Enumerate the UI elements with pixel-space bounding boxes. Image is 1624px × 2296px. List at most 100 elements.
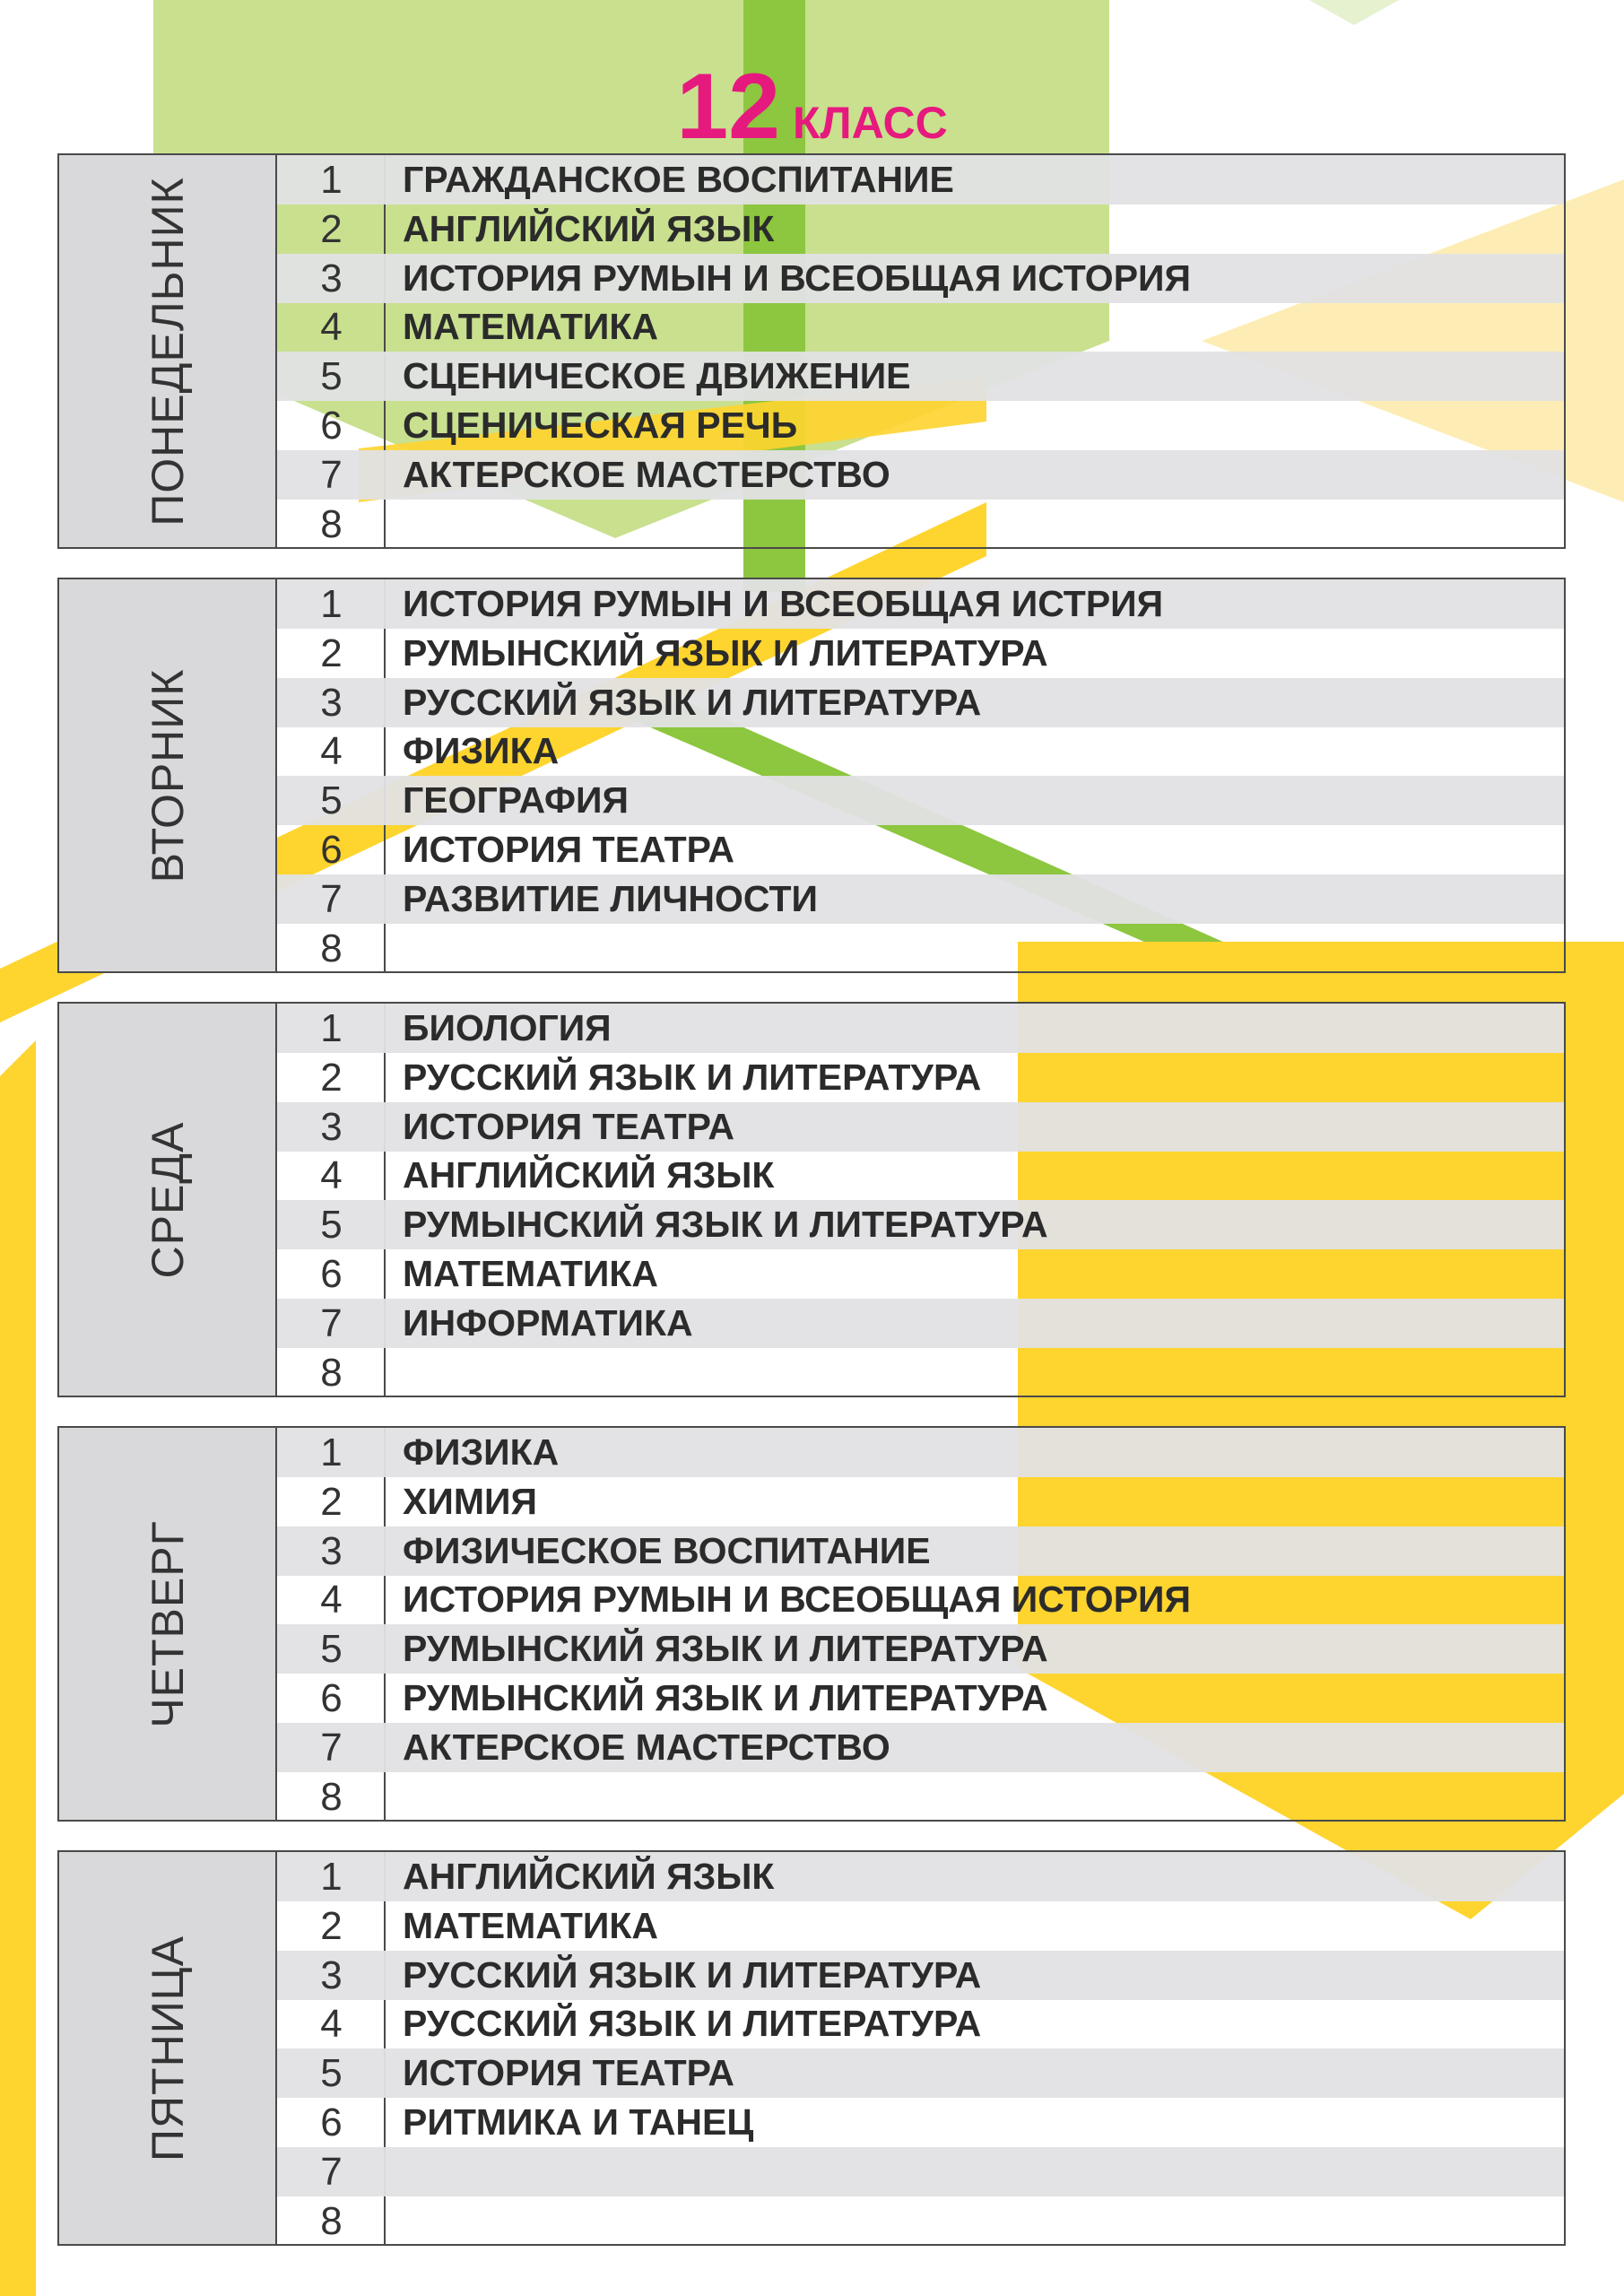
- lesson-number: 7: [320, 1725, 343, 1770]
- lesson-subject: ИСТОРИЯ РУМЫН И ВСЕОБЩАЯ ИСТОРИЯ: [403, 1578, 1191, 1621]
- lesson-subject: РУССКИЙ ЯЗЫК И ЛИТЕРАТУРА: [403, 2003, 982, 2045]
- lesson-number: 2: [320, 1903, 343, 1948]
- day-cell: ПЯТНИЦА: [59, 1852, 277, 2244]
- lesson-number: 7: [320, 2149, 343, 2194]
- lesson-number: 4: [320, 729, 343, 774]
- lesson-number: 1: [320, 1855, 343, 1899]
- lesson-row: 6 РИТМИКА И ТАНЕЦ: [277, 2098, 1564, 2147]
- lesson-row: 1 ИСТОРИЯ РУМЫН И ВСЕОБЩАЯ ИСТРИЯ: [277, 579, 1564, 629]
- lesson-row: 2 МАТЕМАТИКА: [277, 1901, 1564, 1951]
- lesson-subject: ИСТОРИЯ РУМЫН И ВСЕОБЩАЯ ИСТРИЯ: [403, 583, 1164, 624]
- lesson-number: 3: [320, 256, 343, 300]
- title: 12 КЛАСС: [0, 54, 1624, 161]
- lesson-subject: РУССКИЙ ЯЗЫК И ЛИТЕРАТУРА: [403, 1953, 982, 1996]
- day-name: ПЯТНИЦА: [142, 1935, 193, 2161]
- day-block: ЧЕТВЕРГ 1 ФИЗИКА 2 ХИМИЯ 3 ФИЗИЧЕСКОЕ ВОСПИТАН…: [57, 1426, 1566, 1822]
- lesson-row: 7 АКТЕРСКОЕ МАСТЕРСТВО: [277, 449, 1564, 500]
- lesson-row: 4 ФИЗИКА: [277, 726, 1564, 776]
- lesson-row: 3 РУССКИЙ ЯЗЫК И ЛИТЕРАТУРА: [277, 677, 1564, 727]
- lesson-row: 5 РУМЫНСКИЙ ЯЗЫК И ЛИТЕРАТУРА: [277, 1200, 1564, 1250]
- lesson-number: 1: [320, 158, 343, 202]
- day-name: СРЕДА: [142, 1120, 193, 1279]
- lesson-subject: ИСТОРИЯ ТЕАТРА: [403, 1105, 735, 1147]
- lesson-subject: ГРАЖДАНСКОЕ ВОСПИТАНИЕ: [403, 159, 954, 200]
- lesson-number: 6: [320, 1676, 343, 1720]
- lesson-number: 5: [320, 2051, 343, 2096]
- day-cell: СРЕДА: [59, 1004, 277, 1396]
- lesson-subject: РУМЫНСКИЙ ЯЗЫК И ЛИТЕРАТУРА: [403, 631, 1048, 674]
- lesson-subject: РУССКИЙ ЯЗЫК И ЛИТЕРАТУРА: [403, 1056, 982, 1098]
- lesson-subject: РУМЫНСКИЙ ЯЗЫК И ЛИТЕРАТУРА: [403, 1204, 1048, 1246]
- day-block: СРЕДА 1 БИОЛОГИЯ 2 РУССКИЙ ЯЗЫК И ЛИТЕРАТУРА…: [57, 1002, 1566, 1397]
- lesson-row: 2 РУМЫНСКИЙ ЯЗЫК И ЛИТЕРАТУРА: [277, 629, 1564, 678]
- lesson-row: 6 МАТЕМАТИКА: [277, 1249, 1564, 1299]
- lesson-subject: АКТЕРСКОЕ МАСТЕРСТВО: [403, 453, 890, 495]
- lesson-row: 5 РУМЫНСКИЙ ЯЗЫК И ЛИТЕРАТУРА: [277, 1624, 1564, 1674]
- lesson-number: 6: [320, 1252, 343, 1296]
- lesson-subject: РУМЫНСКИЙ ЯЗЫК И ЛИТЕРАТУРА: [403, 1628, 1048, 1670]
- lesson-subject: РАЗВИТИЕ ЛИЧНОСТИ: [403, 877, 819, 919]
- lesson-number: 8: [320, 926, 343, 970]
- day-name: ЧЕТВЕРГ: [142, 1519, 193, 1728]
- lesson-row: 7 АКТЕРСКОЕ МАСТЕРСТВО: [277, 1722, 1564, 1772]
- lesson-subject: ХИМИЯ: [403, 1480, 537, 1522]
- number-column: [277, 1004, 386, 1396]
- lesson-subject: ФИЗИКА: [403, 730, 560, 772]
- lesson-subject: СЦЕНИЧЕСКОЕ ДВИЖЕНИЕ: [403, 355, 911, 397]
- lesson-number: 1: [320, 1006, 343, 1050]
- lesson-number: 3: [320, 1104, 343, 1149]
- number-column: [277, 579, 386, 971]
- lesson-number: 2: [320, 1479, 343, 1524]
- class-label: КЛАСС: [793, 98, 948, 148]
- lesson-number: 5: [320, 778, 343, 823]
- lesson-row: 3 ИСТОРИЯ РУМЫН И ВСЕОБЩАЯ ИСТОРИЯ: [277, 253, 1564, 303]
- day-cell: ПОНЕДЕЛЬНИК: [59, 155, 277, 547]
- lesson-row: 5 ГЕОГРАФИЯ: [277, 776, 1564, 826]
- day-cell: ЧЕТВЕРГ: [59, 1428, 277, 1820]
- lesson-subject: АКТЕРСКОЕ МАСТЕРСТВО: [403, 1726, 890, 1768]
- lesson-subject: АНГЛИЙСКИЙ ЯЗЫК: [403, 1154, 775, 1196]
- lesson-row: 8: [277, 500, 1564, 549]
- lesson-row: 1 БИОЛОГИЯ: [277, 1004, 1564, 1053]
- lesson-row: 5 ИСТОРИЯ ТЕАТРА: [277, 2048, 1564, 2099]
- lesson-subject: ИСТОРИЯ ТЕАТРА: [403, 2052, 735, 2094]
- lesson-number: 7: [320, 876, 343, 921]
- lesson-row: 1 ФИЗИКА: [277, 1428, 1564, 1477]
- lesson-row: 5 СЦЕНИЧЕСКОЕ ДВИЖЕНИЕ: [277, 352, 1564, 402]
- lesson-number: 7: [320, 452, 343, 497]
- day-name: ПОНЕДЕЛЬНИК: [142, 176, 193, 526]
- lesson-number: 2: [320, 1055, 343, 1100]
- lesson-subject: ФИЗИЧЕСКОЕ ВОСПИТАНИЕ: [403, 1529, 931, 1571]
- lesson-number: 4: [320, 1578, 343, 1622]
- lesson-number: 3: [320, 1528, 343, 1573]
- lesson-row: 4 МАТЕМАТИКА: [277, 302, 1564, 352]
- lesson-row: 4 ИСТОРИЯ РУМЫН И ВСЕОБЩАЯ ИСТОРИЯ: [277, 1575, 1564, 1624]
- day-block: ПЯТНИЦА 1 АНГЛИЙСКИЙ ЯЗЫК 2 МАТЕМАТИКА 3 РУССК…: [57, 1850, 1566, 2246]
- lesson-number: 6: [320, 828, 343, 872]
- lesson-row: 2 ХИМИЯ: [277, 1477, 1564, 1526]
- lesson-subject: СЦЕНИЧЕСКАЯ РЕЧЬ: [403, 404, 798, 446]
- lesson-number: 8: [320, 2198, 343, 2243]
- lesson-row: 3 ФИЗИЧЕСКОЕ ВОСПИТАНИЕ: [277, 1526, 1564, 1576]
- lesson-number: 6: [320, 2100, 343, 2144]
- lesson-number: 7: [320, 1300, 343, 1345]
- lesson-number: 5: [320, 354, 343, 399]
- lesson-number: 1: [320, 1431, 343, 1474]
- lesson-subject: РИТМИКА И ТАНЕЦ: [403, 2101, 754, 2143]
- lesson-row: 7 ИНФОРМАТИКА: [277, 1298, 1564, 1348]
- number-column: [277, 1428, 386, 1820]
- lesson-number: 8: [320, 1774, 343, 1819]
- day-name: ВТОРНИК: [142, 668, 193, 883]
- lesson-row: 1 ГРАЖДАНСКОЕ ВОСПИТАНИЕ: [277, 155, 1564, 204]
- lesson-number: 3: [320, 1952, 343, 1997]
- lesson-number: 8: [320, 1350, 343, 1395]
- lesson-subject: ГЕОГРАФИЯ: [403, 779, 629, 822]
- lesson-subject: МАТЕМАТИКА: [403, 1904, 658, 1946]
- lesson-subject: ИНФОРМАТИКА: [403, 1301, 693, 1344]
- lesson-row: 6 РУМЫНСКИЙ ЯЗЫК И ЛИТЕРАТУРА: [277, 1674, 1564, 1723]
- lesson-row: 8: [277, 1772, 1564, 1822]
- lesson-row: 7 РАЗВИТИЕ ЛИЧНОСТИ: [277, 874, 1564, 924]
- lesson-subject: РУМЫНСКИЙ ЯЗЫК И ЛИТЕРАТУРА: [403, 1677, 1048, 1718]
- lesson-subject: МАТЕМАТИКА: [403, 1253, 658, 1294]
